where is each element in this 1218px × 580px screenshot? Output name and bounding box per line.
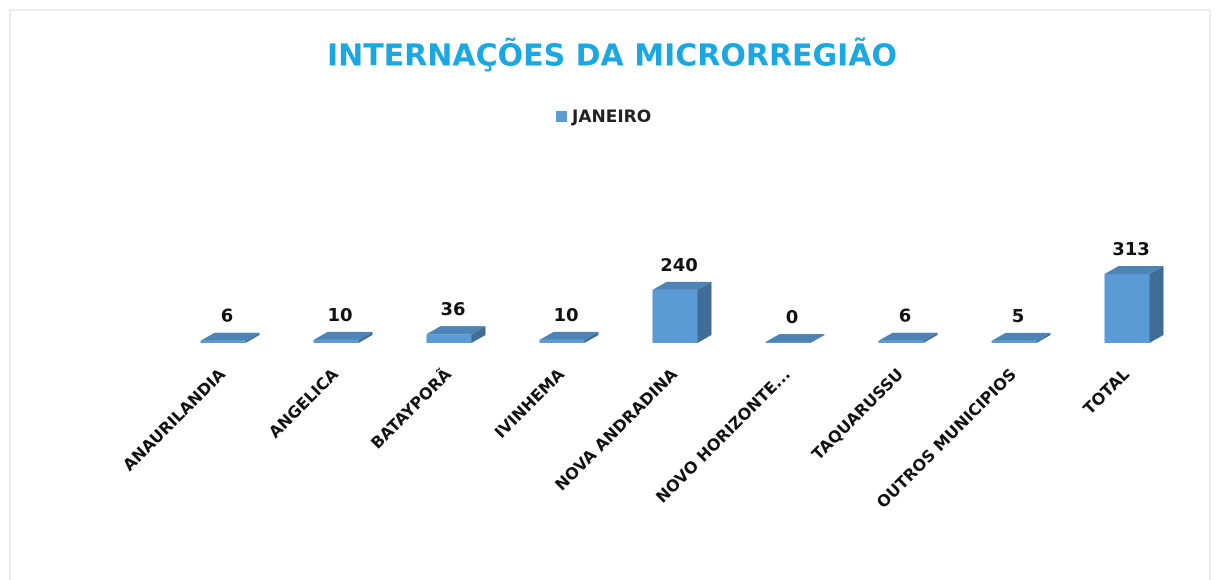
bar bbox=[652, 289, 698, 343]
x-tick-label: IVINHEMA bbox=[491, 364, 569, 442]
x-tick-label: ANGELICA bbox=[265, 364, 343, 442]
bar-top bbox=[878, 332, 938, 341]
bar bbox=[200, 340, 246, 343]
bar-side bbox=[245, 332, 260, 343]
bar bbox=[1104, 274, 1150, 343]
bar-side bbox=[923, 332, 938, 343]
bar-side bbox=[471, 326, 486, 343]
chart-title: INTERNAÇÕES DA MICRORREGIÃO bbox=[327, 37, 897, 74]
bar-side bbox=[810, 334, 825, 343]
data-label: 313 bbox=[1112, 239, 1150, 260]
bar-side bbox=[358, 331, 373, 343]
bar-top bbox=[313, 331, 373, 340]
data-label: 0 bbox=[786, 307, 799, 328]
bar-side bbox=[1149, 266, 1164, 343]
bar-top bbox=[1104, 266, 1164, 274]
bar bbox=[991, 340, 1037, 343]
data-label: 240 bbox=[660, 255, 698, 276]
bar-top bbox=[539, 331, 599, 340]
data-label: 10 bbox=[553, 305, 578, 326]
bar-top bbox=[765, 334, 825, 342]
data-label: 36 bbox=[440, 299, 465, 320]
data-label: 5 bbox=[1012, 306, 1025, 327]
legend-swatch bbox=[556, 111, 567, 122]
x-tick-label: TOTAL bbox=[1079, 365, 1133, 419]
bar-top bbox=[652, 281, 712, 290]
data-label: 6 bbox=[899, 306, 912, 327]
bar-side bbox=[1036, 332, 1051, 343]
bar bbox=[426, 334, 472, 343]
data-label: 10 bbox=[327, 305, 352, 326]
bar-side bbox=[584, 331, 599, 343]
x-tick-label: TAQUARUSSU bbox=[808, 365, 907, 464]
bar-side bbox=[697, 281, 712, 343]
bar bbox=[765, 342, 811, 343]
bar bbox=[539, 339, 585, 343]
bar-top bbox=[991, 332, 1051, 341]
legend-label: JANEIRO bbox=[571, 107, 651, 127]
bar-top bbox=[426, 326, 486, 335]
bar bbox=[313, 339, 359, 343]
x-tick-label: NOVO HORIZONTE... bbox=[652, 365, 794, 507]
data-label: 6 bbox=[221, 306, 234, 327]
x-tick-label: BATAYPORÃ bbox=[367, 364, 455, 452]
x-tick-label: NOVA ANDRADINA bbox=[551, 364, 681, 494]
bar-top bbox=[200, 332, 260, 341]
chart-border bbox=[9, 9, 1211, 580]
x-tick-label: ANAURILANDIA bbox=[119, 364, 229, 474]
bar bbox=[878, 340, 924, 343]
